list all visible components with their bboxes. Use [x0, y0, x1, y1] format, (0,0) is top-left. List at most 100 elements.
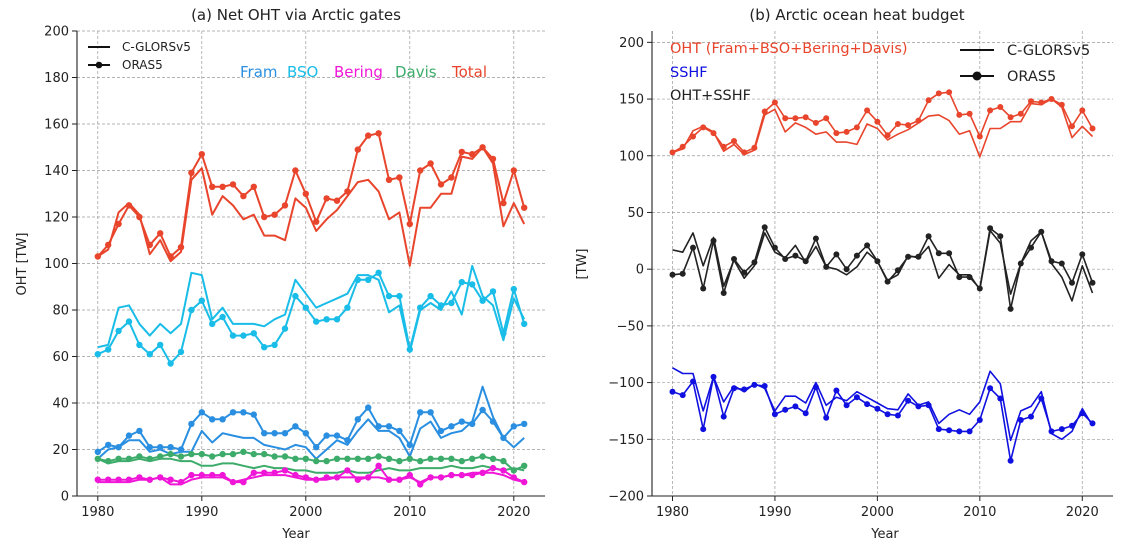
data-point-davis-oras5 [458, 457, 465, 465]
data-point-sshf-oras5 [987, 385, 994, 392]
data-point-sshf-oras5 [884, 411, 891, 418]
data-point-oht-oras5 [987, 107, 994, 114]
data-point-davis-oras5 [396, 457, 403, 465]
data-point-davis-oras5 [198, 450, 205, 458]
data-point-total-oras5 [417, 167, 424, 174]
data-point-bso-oras5 [489, 288, 497, 295]
data-point-bering-oras5 [489, 464, 497, 472]
data-point-bso-oras5 [510, 285, 517, 293]
data-point-bso-oras5 [521, 320, 528, 328]
data-point-bering-oras5 [115, 476, 122, 483]
data-point-davis-oras5 [146, 455, 153, 462]
ytick-label: 140 [44, 164, 69, 179]
ytick-label: 160 [44, 118, 69, 133]
data-point-bering-oras5 [292, 471, 299, 479]
data-point-sshf-oras5 [976, 417, 983, 423]
data-point-oht-oras5 [997, 104, 1004, 110]
data-point-fram-oras5 [271, 430, 278, 437]
data-point-davis-oras5 [188, 450, 195, 458]
data-point-oht-sshf-oras5 [864, 242, 871, 249]
data-point-bering-oras5 [521, 478, 528, 486]
data-point-bso-oras5 [105, 346, 112, 353]
data-point-fram-oras5 [177, 446, 185, 453]
data-point-total-oras5 [271, 211, 278, 218]
data-point-davis-oras5 [157, 453, 164, 460]
ytick-label: −100 [608, 376, 644, 391]
data-point-oht-oras5 [864, 107, 871, 114]
data-point-davis-oras5 [489, 455, 497, 462]
data-point-bering-oras5 [469, 471, 476, 479]
ytick-label: 100 [44, 257, 69, 272]
data-point-oht-oras5 [833, 130, 840, 137]
data-point-oht-oras5 [720, 143, 727, 150]
data-point-oht-oras5 [731, 138, 737, 144]
data-point-oht-sshf-oras5 [833, 251, 840, 258]
data-point-total-oras5 [219, 183, 226, 190]
data-point-sshf-oras5 [812, 384, 819, 391]
data-point-bso-oras5 [271, 341, 278, 349]
ytick-label: 0 [636, 263, 644, 278]
data-point-bso-oras5 [448, 299, 455, 307]
data-point-total-oras5 [167, 253, 174, 260]
ytick-label: 120 [44, 211, 69, 226]
panel-b-legend-cglors: C-GLORSv5 [1007, 43, 1090, 59]
ytick-label: 40 [52, 397, 69, 412]
data-point-oht-sshf-oras5 [853, 252, 860, 259]
data-point-davis-oras5 [385, 455, 393, 462]
data-point-oht-oras5 [966, 110, 973, 117]
data-point-total-oras5 [479, 144, 486, 151]
data-point-bso-oras5 [458, 278, 465, 286]
data-point-bso-oras5 [177, 348, 185, 356]
panel-a-style-legend: C-GLORSv5 ORAS5 [88, 40, 191, 72]
data-point-davis-oras5 [521, 462, 528, 469]
data-point-sshf-oras5 [946, 427, 953, 434]
data-point-oht-sshf-oras5 [1038, 228, 1045, 235]
data-point-oht-oras5 [669, 149, 676, 156]
data-point-bso-oras5 [146, 351, 153, 358]
data-point-total-oras5 [146, 241, 153, 249]
xtick-label: 2010 [393, 505, 426, 520]
data-point-sshf-oras5 [864, 401, 871, 408]
data-point-oht-oras5 [874, 118, 881, 125]
data-point-oht-sshf-oras5 [1007, 305, 1014, 312]
data-point-total-oras5 [157, 230, 164, 237]
legend-bso: BSO [287, 63, 318, 81]
data-point-oht-sshf-oras5 [761, 224, 768, 231]
data-point-total-oras5 [136, 213, 143, 221]
data-point-oht-sshf-oras5 [792, 252, 799, 259]
data-point-sshf-oras5 [741, 386, 748, 393]
xtick-label: 1990 [758, 505, 791, 520]
data-point-oht-oras5 [1069, 123, 1075, 130]
data-point-oht-oras5 [915, 117, 922, 124]
data-point-sshf-oras5 [1028, 413, 1034, 420]
data-point-fram-oras5 [448, 423, 455, 430]
data-point-bso-oras5 [94, 351, 102, 358]
panel-a-legend-cglors: C-GLORSv5 [122, 40, 191, 54]
data-point-bering-oras5 [125, 476, 133, 483]
data-point-bso-oras5 [229, 332, 237, 339]
data-point-davis-oras5 [406, 455, 413, 462]
data-point-bering-oras5 [302, 474, 309, 481]
data-point-total-oras5 [188, 169, 195, 176]
data-point-oht-oras5 [925, 97, 932, 104]
data-point-oht-oras5 [946, 89, 953, 96]
data-point-bering-oras5 [177, 478, 185, 486]
panel-a-color-legend: Fram BSO Bering Davis Total [240, 63, 487, 81]
data-point-total-oras5 [177, 244, 185, 251]
data-point-oht-sshf-oras5 [884, 278, 891, 285]
panel-a-grid [77, 30, 545, 497]
data-point-sshf-oras5 [1058, 426, 1065, 433]
data-point-bering-oras5 [136, 474, 143, 481]
data-point-sshf-oras5 [669, 388, 676, 395]
data-point-fram-oras5 [313, 444, 320, 451]
ytick-label: −150 [608, 433, 644, 448]
data-point-bering-oras5 [365, 474, 372, 481]
data-point-bso-oras5 [313, 318, 320, 325]
ytick-label: 200 [44, 25, 69, 40]
data-point-bso-oras5 [417, 304, 424, 311]
legend-fram: Fram [240, 63, 278, 81]
data-point-oht-sshf-oras5 [782, 256, 789, 262]
data-point-bso-oras5 [188, 306, 195, 314]
series-line-bso-c-glorsv5 [97, 264, 526, 353]
data-point-bso-oras5 [209, 320, 216, 328]
